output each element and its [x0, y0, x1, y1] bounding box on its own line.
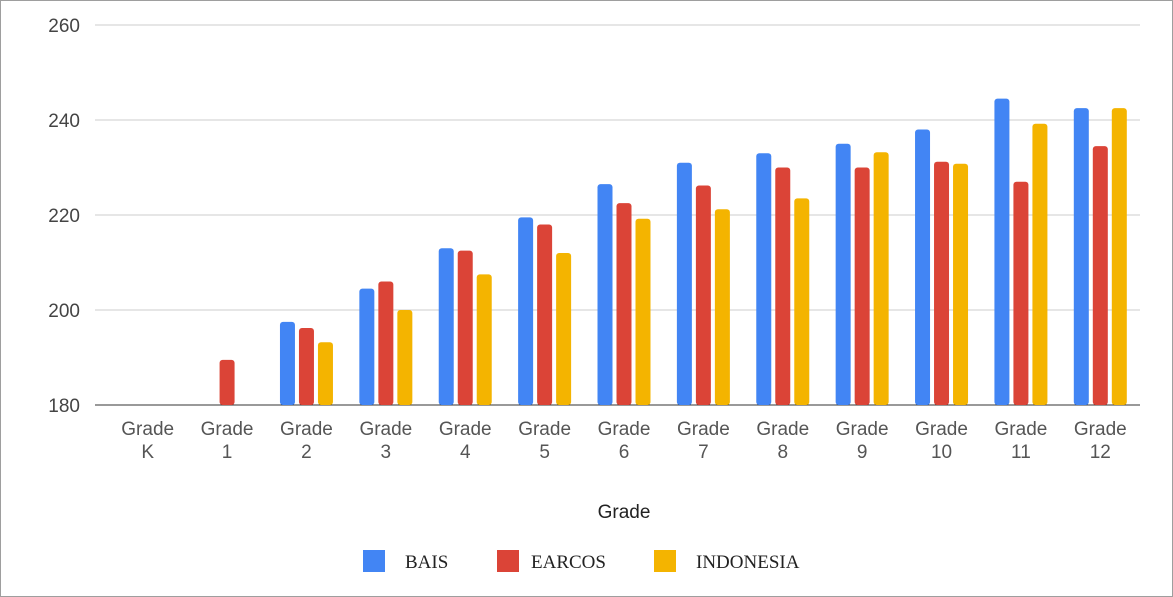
bar-earcos-grade-3	[378, 281, 394, 405]
x-axis-title: Grade	[598, 502, 651, 523]
legend-swatch	[654, 550, 676, 572]
x-tick-label: Grade 11	[995, 419, 1048, 463]
x-tick-label: Grade 10	[915, 419, 968, 463]
bar-earcos-grade-8	[775, 167, 791, 405]
bar-earcos-grade-7	[695, 185, 711, 405]
legend-swatch	[497, 550, 519, 572]
bar-bais-grade-3	[359, 288, 375, 405]
bar-bais-grade-12	[1073, 108, 1089, 405]
y-tick-label: 260	[48, 16, 80, 37]
legend-item-indonesia: INDONESIA	[654, 550, 800, 573]
bar-bais-grade-6	[597, 184, 613, 405]
legend-item-earcos: EARCOS	[497, 550, 606, 573]
bar-bais-grade-11	[994, 98, 1010, 405]
x-tick-label: Grade 9	[836, 419, 889, 463]
x-tick-label: Grade 4	[439, 419, 492, 463]
bar-indonesia-grade-6	[635, 218, 651, 405]
bar-indonesia-grade-2	[317, 342, 333, 405]
bar-indonesia-grade-8	[794, 198, 810, 405]
bar-indonesia-grade-12	[1111, 108, 1127, 405]
bar-earcos-grade-2	[298, 328, 314, 405]
bar-bais-grade-5	[518, 217, 534, 405]
bar-bais-grade-7	[676, 162, 692, 405]
x-tick-label: Grade 12	[1074, 419, 1127, 463]
x-tick-label: Grade 1	[201, 419, 254, 463]
y-tick-label: 200	[48, 301, 80, 322]
y-tick-label: 220	[48, 206, 80, 227]
x-tick-label: Grade 2	[280, 419, 333, 463]
legend-swatch	[363, 550, 385, 572]
bar-bais-grade-10	[915, 129, 931, 405]
bar-indonesia-grade-4	[476, 274, 492, 405]
bar-earcos-grade-5	[537, 224, 553, 405]
bar-bais-grade-9	[835, 143, 851, 405]
y-tick-labels: 180 200 220 240 260	[48, 16, 80, 417]
legend-label: INDONESIA	[696, 552, 800, 573]
bar-bais-grade-4	[438, 248, 454, 405]
bar-earcos-grade-4	[457, 250, 473, 405]
bar-indonesia-grade-9	[873, 152, 889, 405]
bar-indonesia-grade-10	[953, 163, 969, 405]
bar-earcos-grade-6	[616, 203, 632, 405]
bar-indonesia-grade-11	[1032, 123, 1048, 406]
bars	[219, 98, 1127, 406]
legend-label: BAIS	[405, 552, 448, 573]
x-tick-label: Grade K	[121, 419, 174, 463]
x-tick-label: Grade 3	[359, 419, 412, 463]
bar-earcos-grade-1	[219, 359, 235, 405]
x-tick-label: Grade 7	[677, 419, 730, 463]
bar-indonesia-grade-7	[714, 209, 730, 405]
bar-bais-grade-2	[279, 321, 295, 405]
legend: BAIS EARCOS INDONESIA	[363, 550, 800, 573]
bar-earcos-grade-10	[934, 161, 950, 405]
legend-label: EARCOS	[531, 552, 606, 573]
bar-earcos-grade-12	[1092, 146, 1108, 405]
bar-indonesia-grade-5	[556, 253, 572, 405]
bar-earcos-grade-9	[854, 167, 870, 405]
x-tick-label: Grade 8	[756, 419, 809, 463]
x-tick-labels: Grade K Grade 1 Grade 2 Grade 3 Grade 4 Grade 5 Grad…	[121, 419, 1126, 463]
x-tick-label: Grade 6	[598, 419, 651, 463]
bar-bais-grade-8	[756, 153, 772, 405]
y-tick-label: 240	[48, 111, 80, 132]
x-tick-label: Grade 5	[518, 419, 571, 463]
y-tick-label: 180	[48, 396, 80, 417]
bar-earcos-grade-11	[1013, 181, 1029, 405]
bar-indonesia-grade-3	[397, 310, 413, 405]
legend-item-bais: BAIS	[363, 550, 448, 573]
